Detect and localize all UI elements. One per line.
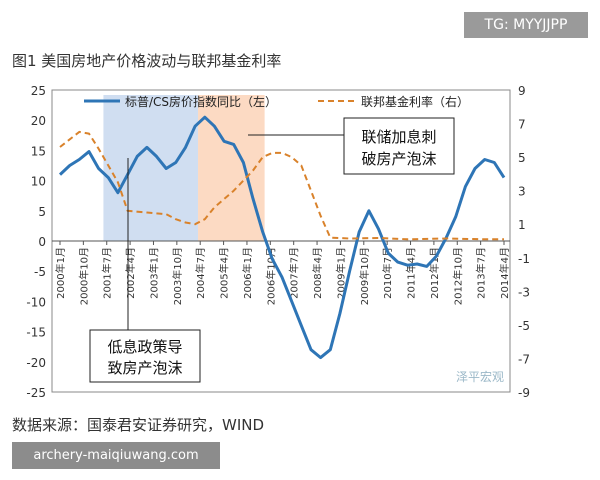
x-tick-label: 2003年10月 (171, 247, 184, 305)
x-tick-label: 2000年1月 (54, 247, 67, 299)
series-line-2 (59, 130, 504, 241)
y-right-tick-label: -9 (518, 386, 530, 400)
x-tick-label: 2012年1月 (428, 247, 441, 299)
x-tick-label: 2009年1月 (334, 247, 347, 299)
annotation-text-1: 破房产泡沫 (361, 150, 436, 168)
x-tick-label: 2001年7月 (101, 247, 114, 299)
x-tick-label: 2005年4月 (218, 247, 231, 299)
y-right-tick-label: -7 (518, 352, 530, 366)
y-left-tick-label: 25 (31, 84, 46, 98)
x-tick-label: 2011年4月 (405, 247, 418, 299)
y-left-tick-label: 0 (38, 235, 46, 249)
y-left-tick-label: -25 (26, 386, 46, 400)
figure-title: 图1 美国房地产价格波动与联邦基金利率 (12, 52, 282, 70)
legend-label-2: 联邦基金利率（右） (361, 94, 469, 109)
x-tick-label: 2013年7月 (475, 247, 488, 299)
y-left-tick-label: -5 (34, 265, 46, 279)
x-tick-label: 2014年4月 (498, 247, 511, 299)
shaded-region-1 (103, 95, 199, 241)
x-tick-label: 2002年4月 (124, 247, 137, 299)
annotation-text-2: 低息政策导 (107, 338, 182, 356)
y-left-tick-label: -20 (26, 356, 46, 370)
x-tick-label: 2000年10月 (77, 247, 90, 305)
y-left-tick-label: -10 (26, 295, 46, 309)
x-tick-label: 2010年7月 (381, 247, 394, 299)
y-left-tick-label: -15 (26, 326, 46, 340)
x-tick-label: 2006年1月 (241, 247, 254, 299)
data-source: 数据来源：国泰君安证券研究，WIND (12, 416, 265, 434)
x-tick-label: 2008年4月 (311, 247, 324, 299)
y-right-tick-label: 7 (518, 118, 526, 132)
y-right-tick-label: 1 (518, 218, 526, 232)
series-line-1 (58, 115, 506, 360)
y-right-tick-label: 3 (518, 185, 526, 199)
top-watermark: TG: MYYJJPP (464, 12, 588, 38)
y-right-tick-label: -5 (518, 319, 530, 333)
x-tick-label: 2009年10月 (358, 247, 371, 305)
brand-watermark: 泽平宏观 (456, 369, 504, 384)
legend-label-1: 标普/CS房价指数同比（左） (125, 94, 277, 109)
y-right-tick-label: -3 (518, 285, 530, 299)
annotation-box-2 (89, 329, 201, 383)
y-left-tick-label: 10 (31, 175, 46, 189)
y-left-tick-label: 5 (38, 205, 46, 219)
y-right-tick-label: 5 (518, 151, 526, 165)
annotation-box-1 (343, 117, 455, 175)
y-right-tick-label: -1 (518, 252, 530, 266)
y-right-tick-label: 9 (518, 84, 526, 98)
x-tick-label: 2012年10月 (451, 247, 464, 305)
annotation-text-1: 联储加息刺 (361, 128, 436, 146)
annotation-text-2: 致房产泡沫 (107, 359, 182, 377)
bottom-watermark: archery-maiqiuwang.com (12, 442, 220, 469)
x-tick-label: 2003年1月 (147, 247, 160, 299)
y-left-tick-label: 15 (31, 144, 46, 158)
x-tick-label: 2004年7月 (194, 247, 207, 299)
x-tick-label: 2007年7月 (288, 247, 301, 299)
y-left-tick-label: 20 (31, 114, 46, 128)
